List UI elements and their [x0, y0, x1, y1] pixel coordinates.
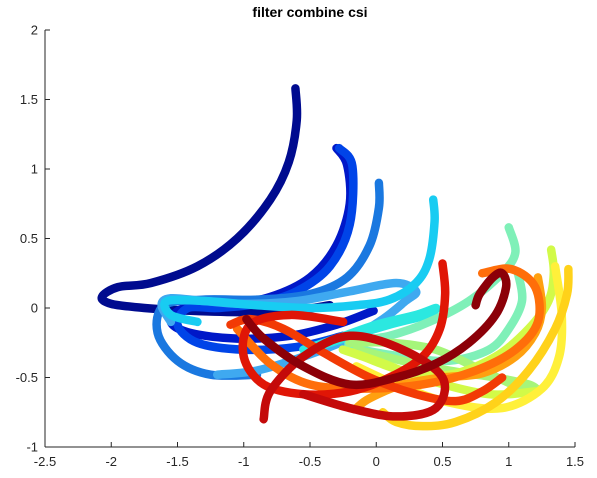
- x-tick-label: 0: [373, 454, 380, 469]
- series-line-14: [232, 264, 544, 393]
- series-line-17: [259, 331, 450, 424]
- series-line-1: [97, 84, 335, 317]
- axes: -2.5 -2 -1.5 -1 -0.5 0 0.5 1 1.5 -1 -0.5 0 0.5 1 1.5 2: [16, 23, 584, 470]
- x-tick-label: -0.5: [299, 454, 321, 469]
- series-line-18: [242, 268, 511, 390]
- y-tick-label: 1: [31, 162, 38, 177]
- y-tick-label: 1.5: [20, 92, 38, 107]
- x-tick-label: 1: [505, 454, 512, 469]
- x-tick-label: -1: [238, 454, 250, 469]
- y-tick-label: -0.5: [16, 370, 38, 385]
- y-tick-label: -1: [26, 440, 38, 455]
- x-tick-label: 0.5: [433, 454, 451, 469]
- series-line-12: [378, 264, 573, 431]
- series-line-6: [160, 195, 439, 327]
- x-tick-label: -1.5: [166, 454, 188, 469]
- y-ticks: -1 -0.5 0 0.5 1 1.5 2: [16, 23, 50, 455]
- x-tick-label: 1.5: [566, 454, 584, 469]
- plot-area: [97, 84, 573, 431]
- x-tick-label: -2.5: [34, 454, 56, 469]
- chart-title: filter combine csi: [252, 4, 367, 20]
- y-tick-label: 0: [31, 301, 38, 316]
- y-tick-label: 2: [31, 23, 38, 38]
- y-tick-label: 0.5: [20, 231, 38, 246]
- x-tick-label: -2: [105, 454, 117, 469]
- x-ticks: -2.5 -2 -1.5 -1 -0.5 0 0.5 1 1.5: [34, 442, 584, 469]
